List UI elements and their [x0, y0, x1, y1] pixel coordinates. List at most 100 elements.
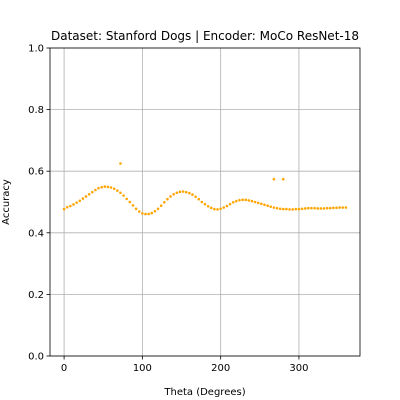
data-point	[147, 212, 150, 216]
data-point	[131, 204, 135, 207]
data-point	[328, 206, 332, 210]
data-point	[181, 190, 185, 193]
y-axis-label: Accuracy	[1, 179, 12, 225]
y-tick-label: 1.0	[28, 44, 44, 55]
data-point	[184, 190, 188, 194]
data-point	[112, 187, 116, 191]
data-point	[332, 206, 335, 210]
data-point	[62, 207, 66, 211]
data-point	[175, 191, 179, 195]
data-point	[75, 201, 78, 204]
y-tick-label: 0.2	[28, 290, 44, 301]
data-point	[81, 197, 85, 200]
data-point	[341, 206, 345, 209]
data-point	[263, 203, 266, 207]
x-tick-label: 0	[61, 363, 67, 374]
data-point	[119, 162, 122, 165]
data-point	[213, 207, 216, 211]
data-point	[310, 206, 313, 210]
data-point	[303, 207, 307, 210]
x-axis-label: Theta (Degrees)	[163, 387, 245, 398]
data-point	[219, 207, 222, 211]
plot-area-frame	[49, 47, 361, 357]
data-point	[172, 193, 175, 196]
data-point	[125, 197, 129, 201]
data-point	[269, 205, 273, 208]
data-point	[65, 205, 69, 209]
data-point	[103, 185, 107, 188]
x-tick-label: 300	[289, 363, 308, 374]
data-point	[200, 200, 204, 204]
data-point	[316, 207, 320, 210]
data-point	[159, 204, 163, 207]
data-point	[307, 206, 310, 210]
data-point	[294, 207, 298, 211]
data-point	[72, 203, 75, 206]
data-point	[288, 208, 291, 211]
data-point	[325, 206, 329, 210]
data-point	[281, 177, 285, 181]
data-point	[153, 209, 157, 213]
data-point	[162, 201, 166, 204]
data-point	[253, 200, 257, 204]
y-tick-label: 0.6	[28, 167, 44, 178]
data-point	[260, 202, 263, 206]
data-point	[94, 188, 97, 192]
data-point	[191, 193, 194, 196]
y-tick-label: 0.4	[28, 228, 44, 239]
data-point	[90, 190, 94, 194]
data-point	[169, 195, 172, 198]
data-point	[285, 207, 288, 211]
data-point	[247, 199, 251, 202]
data-point	[231, 201, 235, 204]
data-point	[281, 207, 285, 211]
data-point	[100, 185, 103, 189]
y-tick-label: 0.0	[28, 352, 44, 363]
x-tick-label: 200	[211, 363, 230, 374]
data-point	[241, 198, 244, 202]
data-point	[122, 194, 125, 197]
data-point	[69, 204, 72, 208]
data-point	[84, 195, 88, 198]
data-point	[216, 208, 219, 211]
data-points	[62, 162, 348, 216]
data-point	[228, 202, 232, 206]
data-point	[238, 198, 241, 202]
data-point	[278, 207, 282, 211]
data-point	[87, 193, 91, 196]
data-point	[344, 206, 348, 209]
data-point	[134, 207, 138, 211]
data-point	[319, 207, 323, 210]
data-point	[203, 202, 207, 206]
data-point	[272, 206, 276, 209]
y-tick-label: 0.8	[28, 105, 44, 116]
data-point	[116, 189, 119, 192]
data-point	[156, 207, 160, 211]
data-point	[244, 198, 248, 202]
data-point	[119, 191, 122, 195]
data-point	[206, 205, 210, 208]
data-point	[166, 197, 169, 201]
data-point	[78, 199, 82, 203]
data-point	[338, 206, 341, 209]
data-point	[225, 204, 229, 208]
data-point	[137, 210, 141, 213]
data-point	[150, 211, 154, 215]
data-point	[209, 206, 213, 210]
data-point	[266, 204, 269, 207]
data-point	[256, 201, 260, 205]
data-point	[335, 206, 338, 210]
data-point	[97, 186, 100, 190]
data-point	[272, 177, 276, 181]
data-point	[235, 199, 238, 203]
data-point	[291, 208, 294, 211]
data-point	[144, 212, 147, 216]
x-tick-label: 100	[133, 363, 152, 374]
data-point	[106, 185, 110, 189]
data-point	[128, 200, 132, 204]
chart-title: Dataset: Stanford Dogs | Encoder: MoCo R…	[51, 29, 359, 43]
data-point	[297, 207, 301, 211]
data-point	[275, 206, 279, 210]
